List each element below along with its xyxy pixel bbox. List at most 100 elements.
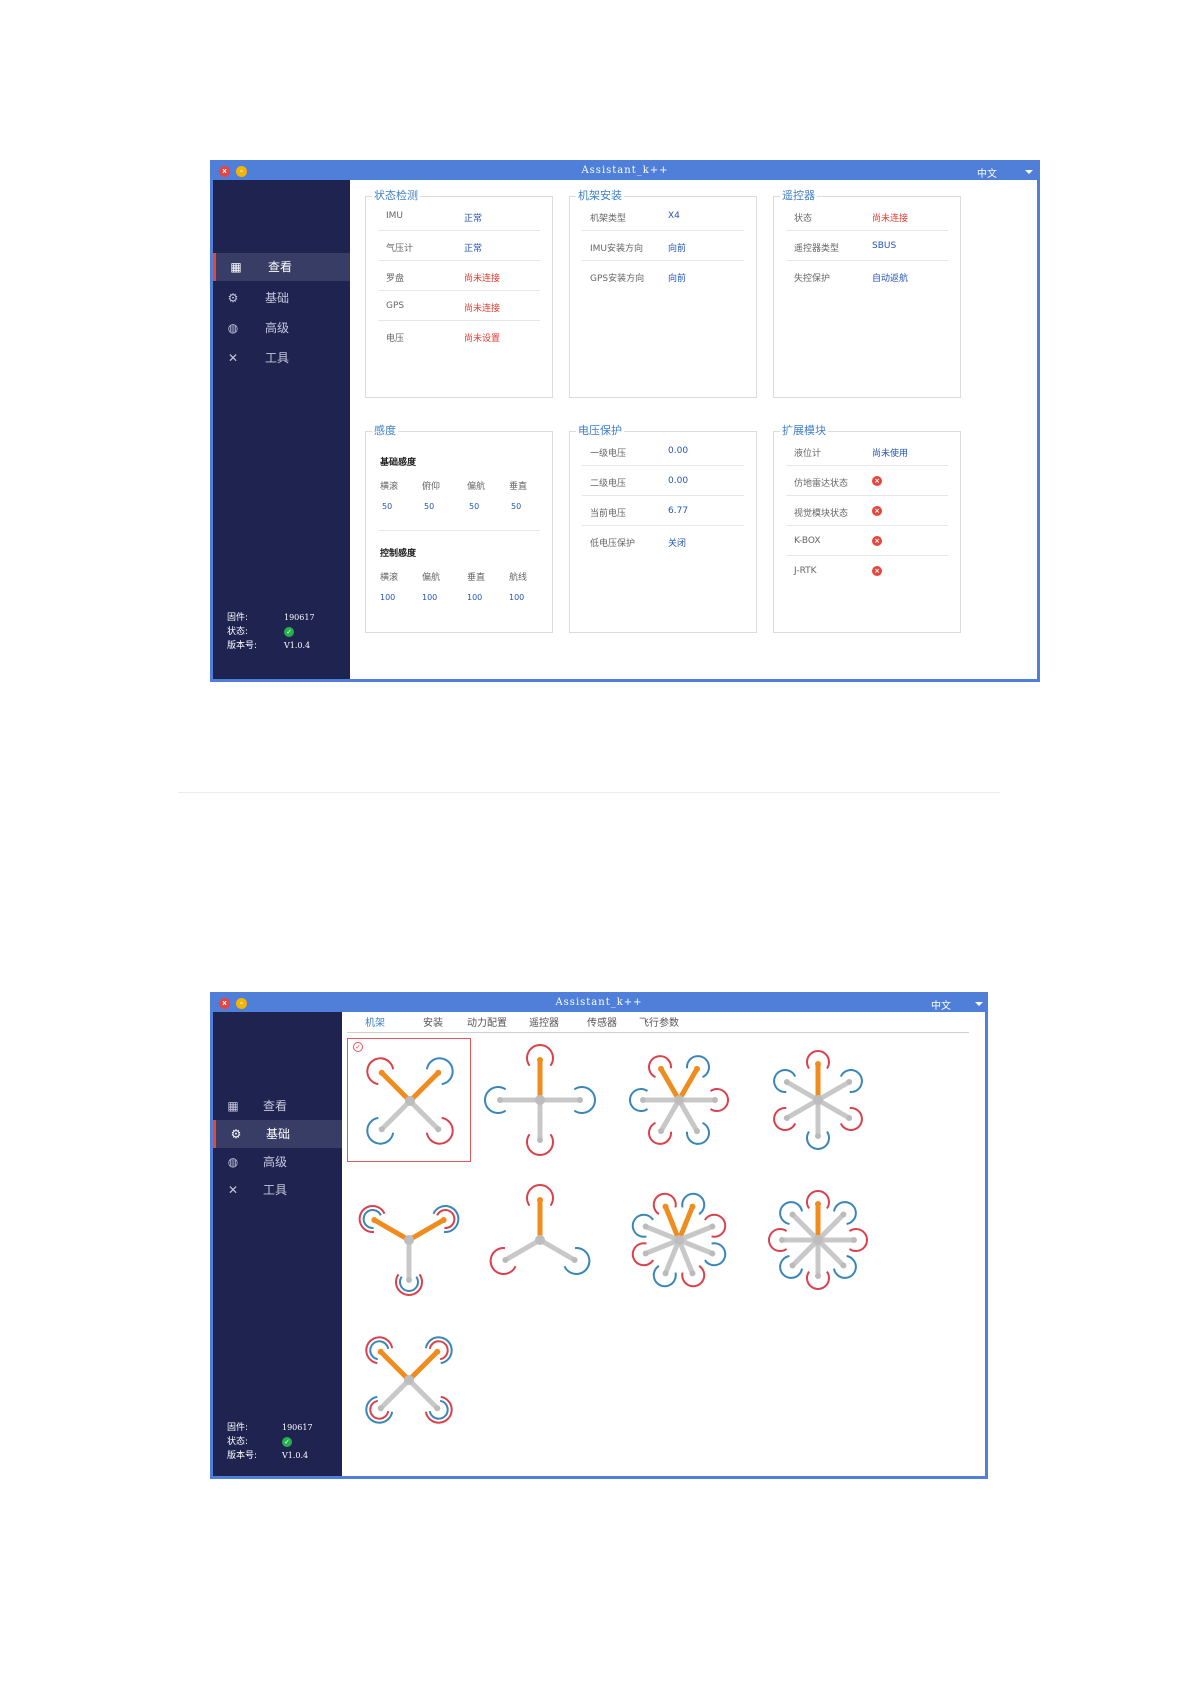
sens-value[interactable]: 50 (511, 502, 522, 511)
rotation-arrow (369, 1340, 390, 1361)
status-row-value: 0.00 (668, 476, 689, 486)
rotation-arrow (768, 1228, 788, 1252)
rotation-arrow (773, 1069, 797, 1093)
sens-value[interactable]: 50 (424, 502, 435, 511)
sidebar-item-basic[interactable]: ⚙ 基础 (213, 1120, 342, 1148)
frame-hub (674, 1095, 684, 1105)
status-row-label: 罗盘 (386, 274, 405, 284)
rotation-arrow (366, 1116, 395, 1145)
frame-hub (813, 1095, 823, 1105)
tab-frame[interactable]: 机架 (365, 1018, 385, 1029)
frame-quad-x[interactable]: ✓ (347, 1038, 471, 1162)
minimize-button[interactable]: – (236, 166, 247, 177)
rotation-arrow (563, 1247, 591, 1275)
sidebar-item-tools[interactable]: ✕ 工具 (213, 1176, 342, 1204)
motor-dot (662, 1270, 669, 1277)
tab-install[interactable]: 安装 (423, 1018, 443, 1029)
motor-dot (406, 1277, 412, 1283)
basic-sensitivity-heading: 基础感度 (380, 458, 417, 468)
frame-hex-plus[interactable] (756, 1038, 880, 1162)
motor-dot (846, 1115, 853, 1121)
rotation-arrow (704, 1242, 727, 1267)
status-row-label: GPS安装方向 (590, 274, 645, 284)
tab-flight-params[interactable]: 飞行参数 (639, 1018, 679, 1029)
panel-voltage-protection: 电压保护 一级电压 0.00 二级电压 0.00 当前电压 6.77 低电压保护 关闭 (569, 424, 757, 633)
status-row-label: K-BOX (794, 536, 821, 546)
tools-icon: ✕ (227, 351, 239, 365)
sidebar-item-basic[interactable]: ⚙ 基础 (213, 284, 350, 312)
sens-value[interactable]: 100 (467, 593, 483, 602)
status-row: 失控保护 自动返航 (786, 263, 948, 291)
status-row: 气压计 正常 (378, 233, 540, 261)
sidebar-item-tools[interactable]: ✕ 工具 (213, 344, 350, 372)
motor-dot (779, 1237, 785, 1243)
frame-octo-plus[interactable] (756, 1178, 880, 1302)
frame-diagram-icon (631, 1192, 727, 1288)
title-bar: x – Assistant_k++ 中文 (213, 163, 1037, 180)
frame-diagram-icon (773, 1050, 863, 1150)
motor-dot (712, 1097, 718, 1103)
rotation-arrow (779, 1255, 803, 1279)
version-value: V1.0.4 (284, 641, 311, 650)
status-row-value: 正常 (464, 244, 483, 254)
frame-tri[interactable] (478, 1178, 602, 1302)
frame-x8[interactable] (347, 1318, 471, 1442)
frame-arm (676, 1097, 700, 1134)
status-row: J-RTK × (786, 558, 948, 586)
check-icon: ✓ (284, 627, 294, 637)
sens-value[interactable]: 50 (382, 502, 393, 511)
close-button[interactable]: x (219, 998, 230, 1009)
sens-value[interactable]: 100 (422, 593, 438, 602)
close-button[interactable]: x (219, 166, 230, 177)
rotation-arrow (365, 1336, 394, 1365)
chevron-down-icon[interactable] (1025, 170, 1033, 174)
status-row-value: 尚未连接 (872, 214, 909, 224)
rotation-arrow (428, 1340, 449, 1361)
sidebar-item-advanced[interactable]: ◍ 高级 (213, 314, 350, 342)
sidebar-item-advanced[interactable]: ◍ 高级 (213, 1148, 342, 1176)
frame-arm (676, 1224, 715, 1243)
motor-dot (840, 1262, 847, 1269)
frame-y6[interactable] (347, 1178, 471, 1302)
tab-power-config[interactable]: 动力配置 (467, 1018, 507, 1029)
error-icon: × (872, 506, 882, 516)
sens-value[interactable]: 100 (509, 593, 525, 602)
status-row-label: 状态 (794, 214, 813, 224)
status-row: 电压 尚未设置 (378, 323, 540, 351)
rotation-arrow (773, 1107, 797, 1131)
motor-dot (377, 1348, 384, 1355)
motor-dot (537, 1197, 543, 1203)
status-row-value: 尚未使用 (872, 449, 909, 459)
tab-remote-controller[interactable]: 遥控器 (529, 1018, 559, 1029)
rotation-arrow (484, 1086, 507, 1114)
frame-hub (674, 1235, 684, 1245)
status-row: 液位计 尚未使用 (786, 438, 948, 466)
frame-diagram-icon (629, 1055, 729, 1145)
frame-arm (676, 1237, 695, 1276)
frame-quad-plus[interactable] (478, 1038, 602, 1162)
language-select[interactable]: 中文 (931, 1001, 951, 1012)
status-row-value: 正常 (464, 214, 483, 224)
rotation-arrow (526, 1133, 554, 1156)
error-icon: × (872, 536, 882, 546)
frame-octo-x[interactable] (617, 1178, 741, 1302)
rotation-arrow (839, 1069, 863, 1093)
sidebar-item-view[interactable]: ▦ 查看 (213, 1092, 342, 1120)
sidebar-item-view[interactable]: ▦ 查看 (213, 253, 350, 281)
assistant-window-basic: x – Assistant_k++ 中文 ▦ 查看 ⚙ 基础 ◍ 高级 ✕ 工具 (210, 992, 988, 1479)
motor-dot (846, 1079, 853, 1085)
frame-arm (407, 1070, 441, 1104)
frame-hex-x[interactable] (617, 1038, 741, 1162)
motor-dot (435, 1126, 442, 1133)
sens-value[interactable]: 50 (469, 502, 480, 511)
rotation-arrow (686, 1055, 710, 1079)
rotation-arrow (779, 1201, 803, 1225)
firmware-label: 固件: (227, 613, 249, 623)
chevron-down-icon[interactable] (975, 1002, 983, 1006)
selected-check-icon: ✓ (353, 1042, 363, 1052)
sens-value[interactable]: 100 (380, 593, 396, 602)
language-select[interactable]: 中文 (977, 169, 997, 180)
tab-sensor[interactable]: 传感器 (587, 1018, 617, 1029)
status-row-label: J-RTK (794, 566, 817, 576)
minimize-button[interactable]: – (236, 998, 247, 1009)
